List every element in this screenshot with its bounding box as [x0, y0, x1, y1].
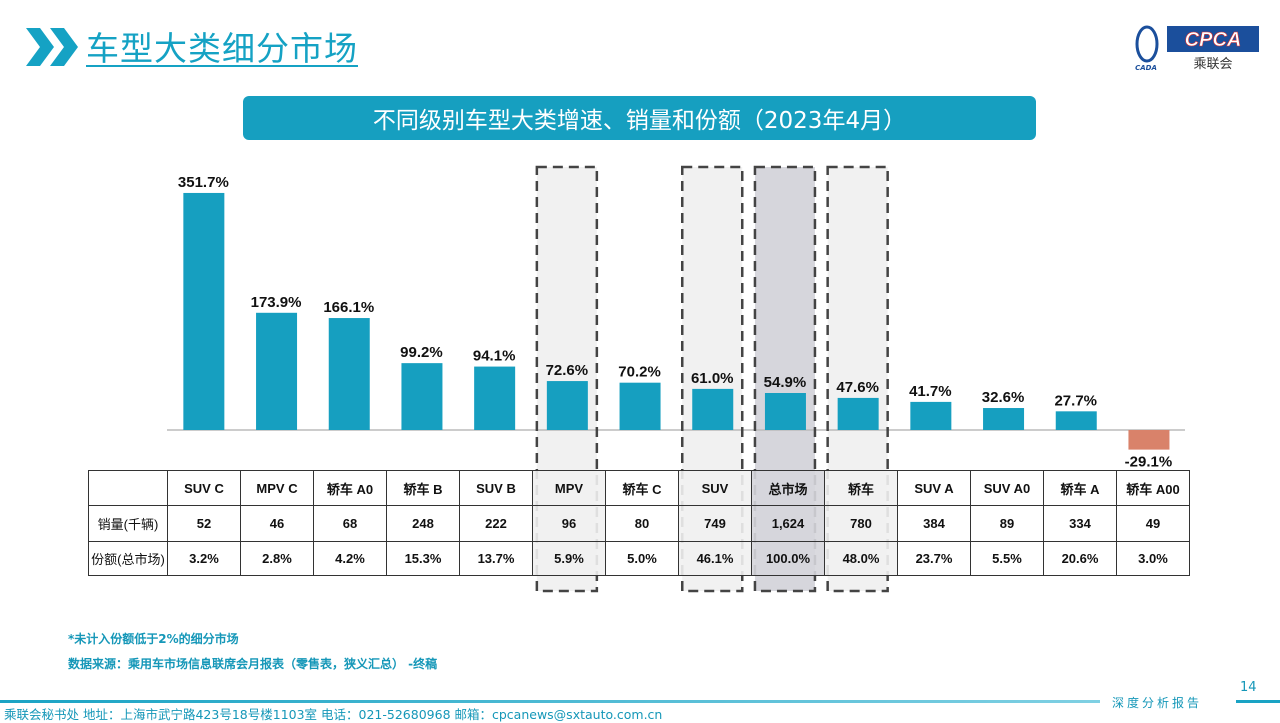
bar-value-label: 70.2%: [618, 364, 661, 381]
sales-cell: 49: [1116, 505, 1190, 542]
bar-value-label: 32.6%: [982, 389, 1025, 406]
bar: [256, 312, 298, 430]
bar: [764, 392, 806, 430]
row-label: [88, 470, 168, 506]
highlight-dashed-border: [826, 165, 889, 593]
share-cell: 20.6%: [1043, 541, 1117, 576]
segment-table: SUV C MPV C 轿车 A0 轿车 B SUV B MPV 轿车 C SUV 总市场 轿车 S…: [88, 470, 1190, 576]
bar: [328, 318, 370, 430]
sales-cell: 96: [532, 505, 606, 542]
sales-cell: 780: [824, 505, 898, 542]
share-cell: 3.2%: [167, 541, 241, 576]
share-cell: 100.0%: [751, 541, 825, 576]
category-cell: SUV C: [167, 470, 241, 506]
report-label: 深度分析报告: [1112, 696, 1203, 710]
page-number: 14: [1240, 680, 1257, 695]
category-cell: 轿车 C: [605, 470, 679, 506]
bar: [1055, 411, 1097, 430]
bar: [183, 192, 225, 430]
category-cell: 轿车 A: [1043, 470, 1117, 506]
share-cell: 2.8%: [240, 541, 314, 576]
category-cell: 总市场: [751, 470, 825, 506]
category-cell: SUV: [678, 470, 752, 506]
bar-value-label: 47.6%: [836, 379, 879, 396]
cpca-logo: CPCA 乘联会 CADA: [1135, 25, 1259, 72]
share-cell: 48.0%: [824, 541, 898, 576]
sales-cell: 749: [678, 505, 752, 542]
share-cell: 5.9%: [532, 541, 606, 576]
sales-cell: 52: [167, 505, 241, 542]
svg-text:CPCA: CPCA: [1185, 29, 1242, 51]
bar-value-label: 166.1%: [323, 299, 374, 316]
bar-value-label: -29.1%: [1125, 454, 1173, 471]
sales-cell: 80: [605, 505, 679, 542]
share-cell: 3.0%: [1116, 541, 1190, 576]
highlight-dashed-border: [753, 165, 817, 593]
bar: [983, 408, 1025, 430]
bar: [546, 381, 588, 430]
sales-cell: 334: [1043, 505, 1117, 542]
svg-text:CADA: CADA: [1135, 64, 1157, 72]
highlight-dashed-border: [535, 165, 599, 593]
sales-cell: 248: [386, 505, 460, 542]
bar-value-label: 54.9%: [764, 374, 807, 391]
category-cell: 轿车: [824, 470, 898, 506]
bar-value-label: 41.7%: [909, 383, 952, 400]
bar-value-label: 99.2%: [400, 344, 443, 361]
bar: [910, 401, 952, 430]
chart-subtitle-banner: 不同级别车型大类增速、销量和份额（2023年4月）: [243, 96, 1036, 140]
share-cell: 15.3%: [386, 541, 460, 576]
svg-text:乘联会: 乘联会: [1193, 57, 1232, 72]
footer-divider: [0, 700, 1100, 703]
category-cell: MPV C: [240, 470, 314, 506]
bar-value-label: 72.6%: [546, 362, 589, 379]
highlight-dashed-border: [681, 165, 744, 593]
category-cell: SUV B: [459, 470, 533, 506]
category-cell: 轿车 A0: [313, 470, 387, 506]
bar-value-label: 94.1%: [473, 348, 516, 365]
bar: [474, 366, 516, 430]
footer-contact: 乘联会秘书处 地址：上海市武宁路423号18号楼1103室 电话：021-526…: [4, 707, 663, 722]
footnote: *未计入份额低于2%的细分市场: [68, 632, 239, 646]
sales-cell: 1,624: [751, 505, 825, 542]
category-cell: 轿车 A00: [1116, 470, 1190, 506]
sales-cell: 68: [313, 505, 387, 542]
share-cell: 5.0%: [605, 541, 679, 576]
bar: [837, 397, 879, 430]
sales-cell: 89: [970, 505, 1044, 542]
row-label-sales: 销量(千辆): [88, 505, 168, 542]
sales-cell: 222: [459, 505, 533, 542]
share-cell: 4.2%: [313, 541, 387, 576]
share-cell: 23.7%: [897, 541, 971, 576]
sales-cell: 46: [240, 505, 314, 542]
category-cell: MPV: [532, 470, 606, 506]
bar-value-label: 351.7%: [178, 174, 229, 191]
bar-value-label: 61.0%: [691, 370, 734, 387]
chevron-double-right-icon: [26, 28, 78, 66]
sales-cell: 384: [897, 505, 971, 542]
footer-divider-right: [1236, 700, 1280, 703]
bar-value-label: 27.7%: [1054, 392, 1097, 409]
bar: [619, 382, 661, 430]
bar-value-label: 173.9%: [251, 294, 302, 311]
category-cell: SUV A: [897, 470, 971, 506]
page-title: 车型大类细分市场: [86, 29, 358, 68]
bar: [401, 363, 443, 430]
share-cell: 13.7%: [459, 541, 533, 576]
data-source: 数据来源：乘用车市场信息联席会月报表（零售表，狭义汇总） -终稿: [68, 657, 438, 671]
bar: [1128, 430, 1170, 450]
category-cell: SUV A0: [970, 470, 1044, 506]
category-cell: 轿车 B: [386, 470, 460, 506]
share-cell: 5.5%: [970, 541, 1044, 576]
bar: [692, 388, 734, 430]
share-cell: 46.1%: [678, 541, 752, 576]
row-label-share: 份额(总市场): [88, 541, 168, 576]
